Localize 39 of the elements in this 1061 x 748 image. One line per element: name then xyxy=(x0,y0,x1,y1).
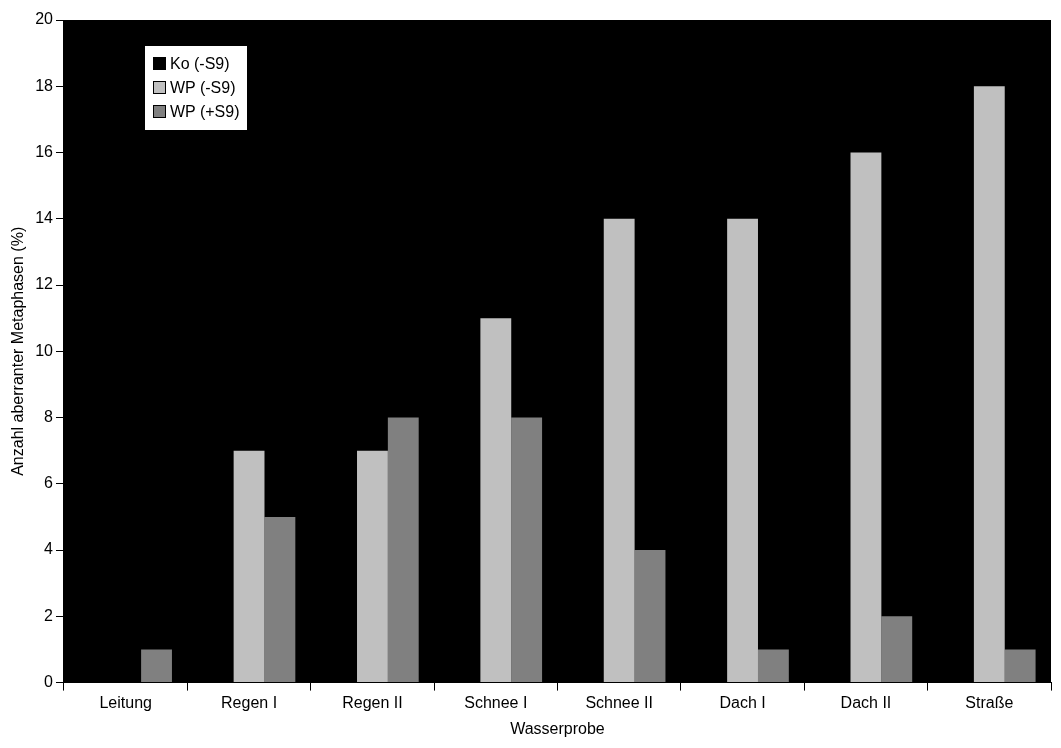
y-axis-title: Anzahl aberranter Metaphasen (%) xyxy=(9,226,27,476)
x-tick-label: Straße xyxy=(965,693,1014,711)
bar xyxy=(603,218,635,683)
bar xyxy=(511,417,543,683)
y-tick-label: 6 xyxy=(44,474,54,492)
bar xyxy=(233,450,265,683)
x-tick-label: Schnee I xyxy=(464,693,528,711)
bar xyxy=(850,152,882,683)
y-tick-label: 16 xyxy=(35,142,54,160)
y-tick-label: 4 xyxy=(44,540,54,558)
x-tick-label: Schnee II xyxy=(585,693,653,711)
legend-label: WP (-S9) xyxy=(169,78,237,98)
x-tick-label: Regen II xyxy=(342,693,403,711)
bar xyxy=(357,450,388,683)
bar xyxy=(141,649,172,683)
x-tick-label: Dach II xyxy=(840,693,892,711)
x-tick-label: Leitung xyxy=(99,693,152,711)
bar xyxy=(387,417,419,683)
y-tick-label: 2 xyxy=(44,606,54,624)
bar xyxy=(973,86,1005,683)
x-tick-label: Dach I xyxy=(719,693,766,711)
y-tick-label: 8 xyxy=(44,407,54,425)
bar xyxy=(264,516,296,683)
x-axis-title: Wasserprobe xyxy=(510,719,605,737)
y-tick-label: 0 xyxy=(44,673,54,691)
legend-label: Ko (-S9) xyxy=(169,54,231,74)
y-tick-label: 12 xyxy=(35,275,54,293)
x-tick-label: Regen I xyxy=(221,693,278,711)
y-tick-label: 20 xyxy=(35,10,54,28)
bar xyxy=(634,550,666,683)
bar xyxy=(881,616,913,683)
legend-label: WP (+S9) xyxy=(169,102,240,122)
bar xyxy=(727,218,758,683)
bar xyxy=(480,318,512,683)
bar xyxy=(757,649,789,683)
bar xyxy=(1004,649,1036,683)
y-tick-label: 14 xyxy=(35,209,54,227)
y-tick-label: 10 xyxy=(35,341,54,359)
y-tick-label: 18 xyxy=(35,76,54,94)
